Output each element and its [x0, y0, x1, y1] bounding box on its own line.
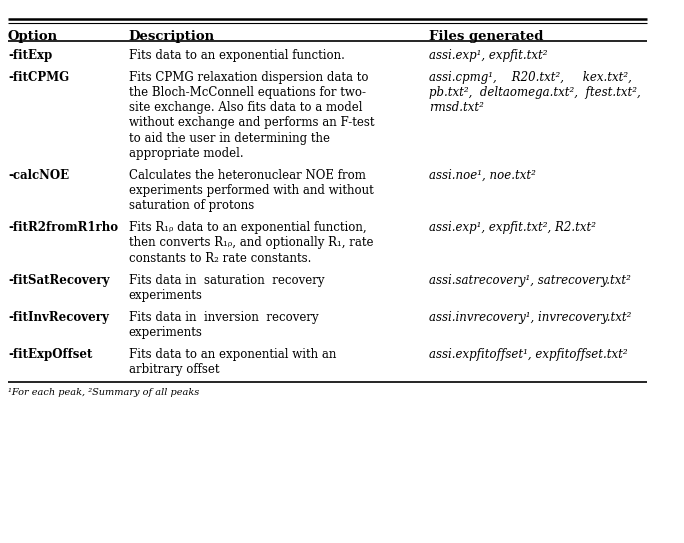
- Text: -fitExp: -fitExp: [8, 49, 52, 62]
- Text: Calculates the heteronuclear NOE from: Calculates the heteronuclear NOE from: [129, 169, 365, 182]
- Text: saturation of protons: saturation of protons: [129, 199, 254, 212]
- Text: -fitSatRecovery: -fitSatRecovery: [8, 274, 109, 287]
- Text: Option: Option: [8, 30, 58, 43]
- Text: without exchange and performs an F-test: without exchange and performs an F-test: [129, 116, 374, 129]
- Text: assi.exp¹, expfit.txt², R2.txt²: assi.exp¹, expfit.txt², R2.txt²: [429, 221, 596, 234]
- Text: assi.satrecovery¹, satrecovery.txt²: assi.satrecovery¹, satrecovery.txt²: [429, 274, 631, 287]
- Text: -calcNOE: -calcNOE: [8, 169, 69, 182]
- Text: assi.cpmg¹,    R20.txt²,     kex.txt²,: assi.cpmg¹, R20.txt², kex.txt²,: [429, 71, 631, 84]
- Text: to aid the user in determining the: to aid the user in determining the: [129, 131, 330, 144]
- Text: Fits CPMG relaxation dispersion data to: Fits CPMG relaxation dispersion data to: [129, 71, 368, 84]
- Text: -fitInvRecovery: -fitInvRecovery: [8, 311, 109, 324]
- Text: Files generated: Files generated: [429, 30, 543, 43]
- Text: ¹For each peak, ²Summary of all peaks: ¹For each peak, ²Summary of all peaks: [8, 388, 199, 396]
- Text: assi.expfitoffset¹, expfitoffset.txt²: assi.expfitoffset¹, expfitoffset.txt²: [429, 348, 627, 361]
- Text: assi.noe¹, noe.txt²: assi.noe¹, noe.txt²: [429, 169, 536, 182]
- Text: assi.exp¹, expfit.txt²: assi.exp¹, expfit.txt²: [429, 49, 547, 62]
- Text: Fits data to an exponential with an: Fits data to an exponential with an: [129, 348, 336, 361]
- Text: Fits R₁ᵨ data to an exponential function,: Fits R₁ᵨ data to an exponential function…: [129, 221, 366, 234]
- Text: rmsd.txt²: rmsd.txt²: [429, 102, 484, 115]
- Text: -fitExpOffset: -fitExpOffset: [8, 348, 92, 361]
- Text: arbitrary offset: arbitrary offset: [129, 363, 219, 376]
- Text: assi.invrecovery¹, invrecovery.txt²: assi.invrecovery¹, invrecovery.txt²: [429, 311, 631, 324]
- Text: Fits data to an exponential function.: Fits data to an exponential function.: [129, 49, 345, 62]
- Text: site exchange. Also fits data to a model: site exchange. Also fits data to a model: [129, 102, 362, 115]
- Text: then converts R₁ᵨ, and optionally R₁, rate: then converts R₁ᵨ, and optionally R₁, ra…: [129, 236, 373, 249]
- Text: pb.txt²,  deltaomega.txt²,  ftest.txt²,: pb.txt², deltaomega.txt², ftest.txt²,: [429, 86, 640, 99]
- Text: Fits data in  inversion  recovery: Fits data in inversion recovery: [129, 311, 318, 324]
- Text: experiments: experiments: [129, 289, 202, 302]
- Text: Fits data in  saturation  recovery: Fits data in saturation recovery: [129, 274, 324, 287]
- Text: experiments performed with and without: experiments performed with and without: [129, 184, 373, 197]
- Text: constants to R₂ rate constants.: constants to R₂ rate constants.: [129, 251, 311, 264]
- Text: -fitR2fromR1rho: -fitR2fromR1rho: [8, 221, 118, 234]
- Text: experiments: experiments: [129, 326, 202, 339]
- Text: the Bloch-McConnell equations for two-: the Bloch-McConnell equations for two-: [129, 86, 366, 99]
- Text: appropriate model.: appropriate model.: [129, 147, 244, 160]
- Text: Description: Description: [129, 30, 215, 43]
- Text: -fitCPMG: -fitCPMG: [8, 71, 69, 84]
